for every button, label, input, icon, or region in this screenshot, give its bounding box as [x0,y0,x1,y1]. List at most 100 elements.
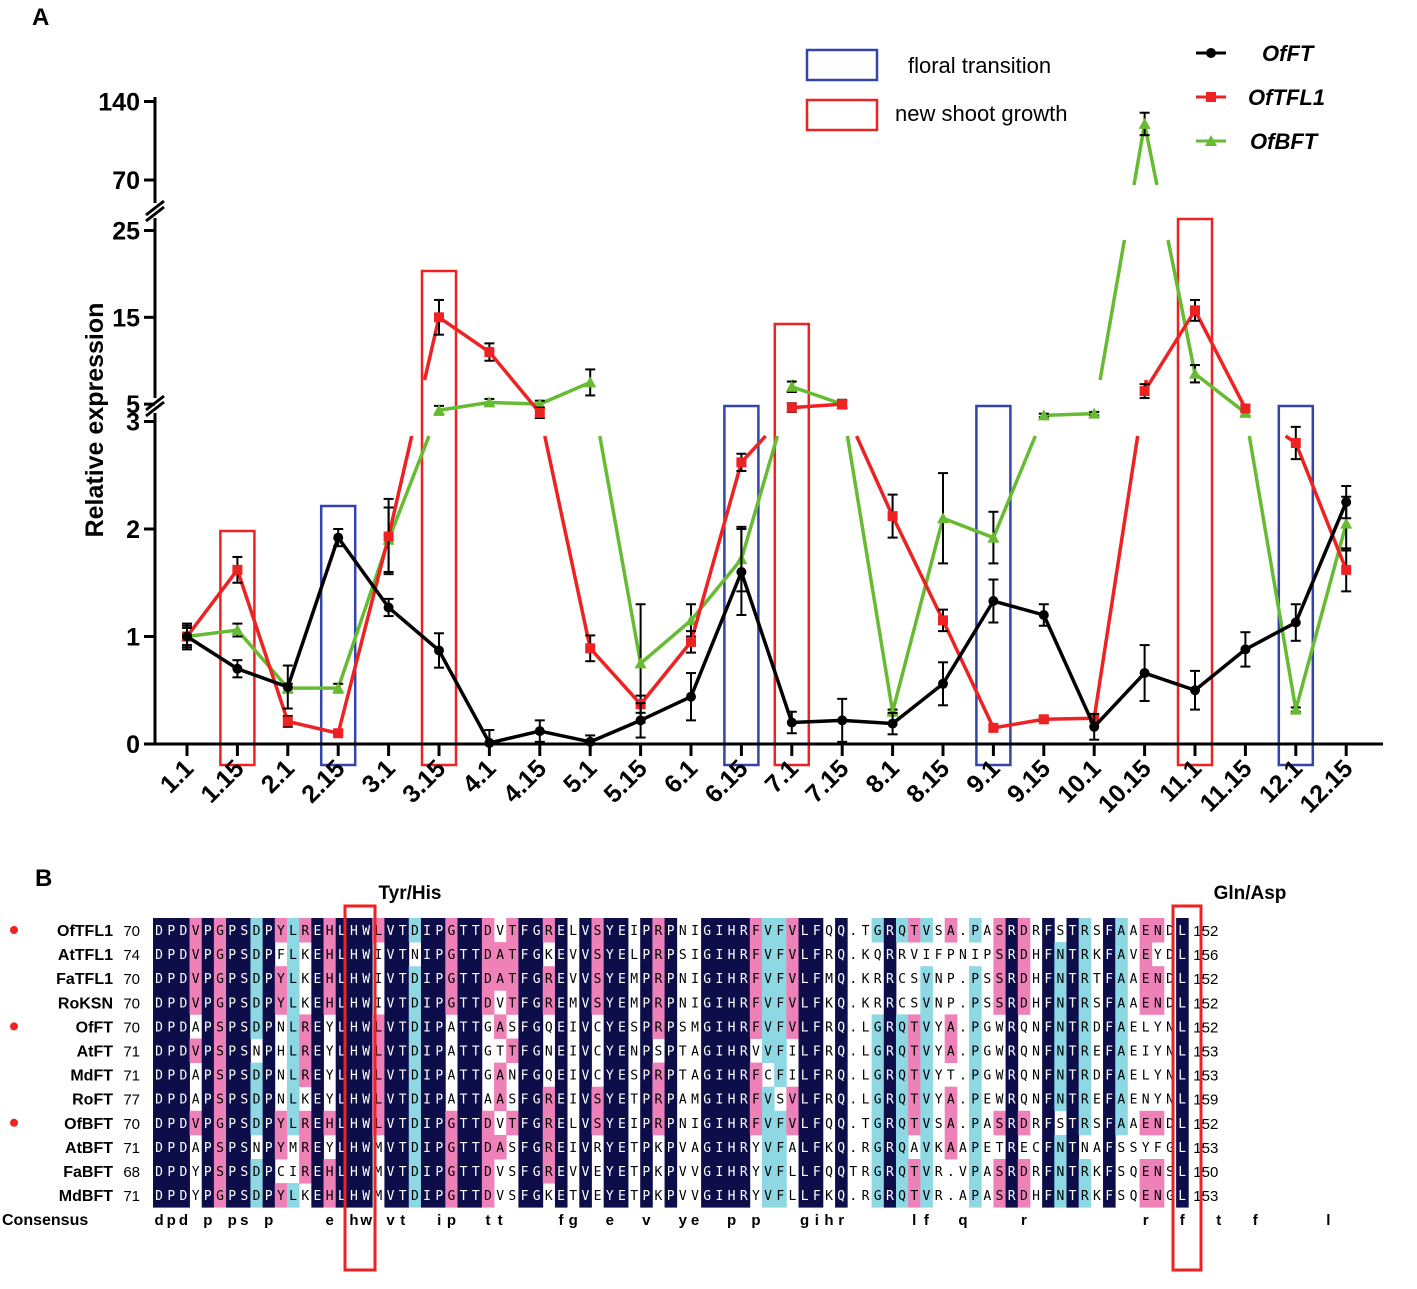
residue: T [460,1069,468,1084]
residue: E [1020,1141,1028,1156]
residue: V [789,1093,797,1108]
residue: F [752,924,760,939]
residue-cell [786,942,799,967]
residue-cell [1054,990,1067,1015]
residue: T [910,1093,918,1108]
residue: H [728,1020,736,1035]
residue: V [679,1141,687,1156]
sequence-start: 70 [123,971,140,988]
residue-cell [396,918,410,943]
residue: R [825,948,833,963]
residue: V [764,948,772,963]
residue: A [1130,972,1138,987]
data-point-oftfl1 [988,722,999,733]
residue: M [630,972,638,987]
sequence-end: 150 [1193,1164,1218,1181]
residue: I [423,1141,431,1156]
residue-cell [993,990,1006,1015]
residue-cell [396,966,410,991]
residue: E [557,1093,565,1108]
residue-cell [347,990,361,1015]
series-line-segment [185,568,239,638]
residue: R [886,1020,894,1035]
residue: G [874,1189,882,1204]
residue: G [874,1069,882,1084]
residue: G [533,1117,541,1132]
series-line-segment [1043,716,1095,722]
residue: R [886,948,894,963]
residue: L [1178,996,1186,1011]
residue-cell [347,918,361,943]
residue: F [813,1189,821,1204]
residue: K [825,996,833,1011]
residue: R [740,1165,748,1180]
residue: N [935,996,943,1011]
residue: L [1178,1189,1186,1204]
residue: L [862,1069,870,1084]
residue: S [240,996,248,1011]
residue: D [1020,996,1028,1011]
alignment-row: AtTFL1 74 D P D V P G P S D P F L K E H L H W I V T N I P G T T D A T F G… [58,942,1218,967]
residue: W [362,1020,370,1035]
residue: I [423,924,431,939]
residue: P [971,924,979,939]
residue: L [862,1045,870,1060]
residue: . [849,1069,857,1084]
residue: W [362,1141,370,1156]
residue: N [545,1045,553,1060]
residue: T [472,1141,480,1156]
data-point-ofbft [433,404,445,416]
residue: I [715,1093,723,1108]
residue: D [155,1117,163,1132]
data-point-ofbft [785,380,798,392]
residue: P [667,1093,675,1108]
residue-cell [384,990,397,1015]
residue: D [180,1189,188,1204]
series-line-segment [639,619,693,665]
residue: D [253,1020,261,1035]
series-line-segment [488,350,542,414]
residue: Q [1020,1069,1028,1084]
residue: N [1154,972,1162,987]
data-point-oftfl1 [434,312,444,323]
residue: S [240,1165,248,1180]
residue-cell [530,990,544,1015]
residue-cell [554,966,568,991]
residue: F [1105,1093,1113,1108]
residue-cell [615,966,629,991]
residue-cell [177,942,190,967]
consensus-residue: v [642,1212,651,1229]
residue: Y [277,972,285,987]
data-point-oftfl1 [1038,714,1049,725]
residue: R [740,1045,748,1060]
residue: V [192,948,200,963]
residue: Q [898,1189,906,1204]
residue: P [228,924,236,939]
residue-cell [1078,966,1092,991]
series-line-segment [842,718,893,726]
residue: T [472,948,480,963]
residue: D [253,996,261,1011]
residue-cell [1042,966,1055,991]
residue: N [630,1045,638,1060]
residue: Q [825,1117,833,1132]
new-shoot-growth-box [773,322,811,767]
data-point-oftfl1 [333,728,344,739]
residue: Y [1154,1069,1162,1084]
residue: P [167,1093,175,1108]
residue: W [362,996,370,1011]
residue: W [362,1093,370,1108]
residue: Y [606,996,614,1011]
residue: G [703,1165,711,1180]
residue: S [996,972,1004,987]
annotation-tyr-his: Tyr/His [378,883,441,904]
residue-cell [652,990,665,1015]
residue: T [472,972,480,987]
residue-cell [1066,990,1080,1015]
residue: I [569,1093,577,1108]
sequence-end: 152 [1193,1019,1218,1036]
series-line-segment [1193,648,1247,692]
residue: A [192,1141,200,1156]
residue: S [594,996,602,1011]
consensus-residue: t [485,1212,490,1229]
